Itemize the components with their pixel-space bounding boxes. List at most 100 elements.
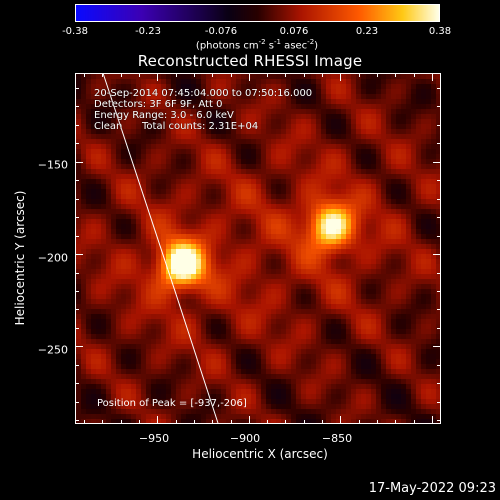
y-tick-mark xyxy=(75,124,79,126)
x-tick-label: −850 xyxy=(321,432,353,445)
x-tick-mark xyxy=(395,73,397,77)
x-tick-mark xyxy=(120,420,122,424)
y-tick-mark xyxy=(437,124,441,126)
y-tick-mark xyxy=(433,254,441,256)
y-tick-mark xyxy=(433,161,441,163)
x-tick-mark xyxy=(157,416,159,424)
x-tick-mark xyxy=(230,73,232,77)
y-tick-mark xyxy=(75,272,79,274)
plot-area: 20-Sep-2014 07:45:04.000 to 07:50:16.000… xyxy=(75,73,441,424)
annotation-time: 20-Sep-2014 07:45:04.000 to 07:50:16.000 xyxy=(94,88,313,99)
x-tick-mark xyxy=(84,420,86,424)
x-tick-mark xyxy=(340,73,342,81)
x-tick-mark xyxy=(431,73,433,81)
colorbar-tick-label: -0.23 xyxy=(135,26,161,37)
chart-title: Reconstructed RHESSI Image xyxy=(137,52,363,70)
x-axis-label: Heliocentric X (arcsec) xyxy=(192,447,328,461)
colorbar-tick-label: 0.38 xyxy=(428,26,452,37)
x-tick-mark xyxy=(212,73,214,77)
heatmap-image xyxy=(76,74,440,423)
x-tick-mark xyxy=(303,73,305,77)
x-tick-mark xyxy=(303,420,305,424)
x-tick-mark xyxy=(84,73,86,77)
y-tick-label: −200 xyxy=(37,251,68,265)
x-tick-label: −950 xyxy=(138,432,170,445)
y-tick-mark xyxy=(75,383,79,385)
y-tick-mark xyxy=(75,327,79,329)
colorbar-tick-label: -0.076 xyxy=(204,26,238,37)
y-tick-label: −250 xyxy=(37,343,68,357)
y-tick-mark xyxy=(75,346,83,348)
annotation-method: Clean xyxy=(94,121,123,132)
x-tick-mark xyxy=(102,420,104,424)
x-tick-mark xyxy=(358,420,360,424)
x-tick-mark xyxy=(285,73,287,77)
x-tick-mark xyxy=(395,420,397,424)
y-tick-mark xyxy=(437,401,441,403)
y-tick-mark xyxy=(75,290,79,292)
y-tick-mark xyxy=(437,217,441,219)
y-tick-mark xyxy=(437,198,441,200)
y-axis-label: Heliocentric Y (arcsec) xyxy=(13,190,27,326)
x-tick-mark xyxy=(431,416,433,424)
y-tick-mark xyxy=(437,327,441,329)
colorbar-units: (photons cm-2 s-1 asec-2) xyxy=(195,38,319,52)
x-tick-mark xyxy=(322,420,324,424)
y-tick-mark xyxy=(437,420,441,422)
y-tick-mark xyxy=(75,161,83,163)
y-tick-mark xyxy=(437,290,441,292)
y-tick-mark xyxy=(75,420,79,422)
y-tick-mark xyxy=(437,180,441,182)
y-tick-mark xyxy=(75,106,79,108)
y-tick-mark xyxy=(75,309,79,311)
x-tick-mark xyxy=(120,73,122,77)
y-tick-mark xyxy=(437,235,441,237)
solar-limb-svg xyxy=(102,74,219,423)
y-tick-mark xyxy=(437,143,441,145)
x-tick-mark xyxy=(193,73,195,77)
x-tick-mark xyxy=(248,416,250,424)
colorbar-gradient xyxy=(75,4,440,22)
x-tick-mark xyxy=(340,416,342,424)
x-tick-mark xyxy=(248,73,250,81)
x-tick-mark xyxy=(157,73,159,81)
annotation-detectors: Detectors: 3F 6F 9F, Att 0 xyxy=(94,99,223,110)
y-tick-mark xyxy=(437,383,441,385)
x-tick-mark xyxy=(139,73,141,77)
x-tick-mark xyxy=(230,420,232,424)
y-tick-mark xyxy=(75,364,79,366)
x-tick-mark xyxy=(193,420,195,424)
y-tick-mark xyxy=(437,309,441,311)
x-tick-mark xyxy=(175,73,177,77)
y-tick-mark xyxy=(75,401,79,403)
colorbar-tick-label: 0.23 xyxy=(355,26,379,37)
x-tick-mark xyxy=(139,420,141,424)
x-tick-mark xyxy=(267,420,269,424)
y-tick-mark xyxy=(437,364,441,366)
y-tick-mark xyxy=(75,87,79,89)
x-tick-mark xyxy=(376,73,378,77)
y-tick-mark xyxy=(75,198,79,200)
y-tick-label: −150 xyxy=(37,158,68,172)
x-tick-mark xyxy=(175,420,177,424)
annotation-energy: Energy Range: 3.0 - 6.0 keV xyxy=(94,110,234,121)
x-tick-label: −900 xyxy=(229,432,261,445)
timestamp: 17-May-2022 09:23 xyxy=(368,481,496,496)
x-tick-mark xyxy=(102,73,104,77)
y-tick-mark xyxy=(75,217,79,219)
colorbar-tick-label: 0.076 xyxy=(279,26,309,37)
y-tick-mark xyxy=(75,235,79,237)
x-tick-mark xyxy=(413,420,415,424)
y-tick-mark xyxy=(437,272,441,274)
x-tick-mark xyxy=(413,73,415,77)
y-tick-mark xyxy=(437,87,441,89)
x-tick-mark xyxy=(358,73,360,77)
y-tick-mark xyxy=(75,180,79,182)
colorbar: -0.38 -0.23 -0.076 0.076 0.23 0.38 (phot… xyxy=(0,0,500,60)
y-tick-mark xyxy=(433,346,441,348)
peak-position-label: Position of Peak = [-937,-206] xyxy=(97,398,247,409)
colorbar-tick-label: -0.38 xyxy=(62,26,88,37)
y-tick-mark xyxy=(75,254,83,256)
y-tick-mark xyxy=(437,106,441,108)
x-tick-mark xyxy=(322,73,324,77)
